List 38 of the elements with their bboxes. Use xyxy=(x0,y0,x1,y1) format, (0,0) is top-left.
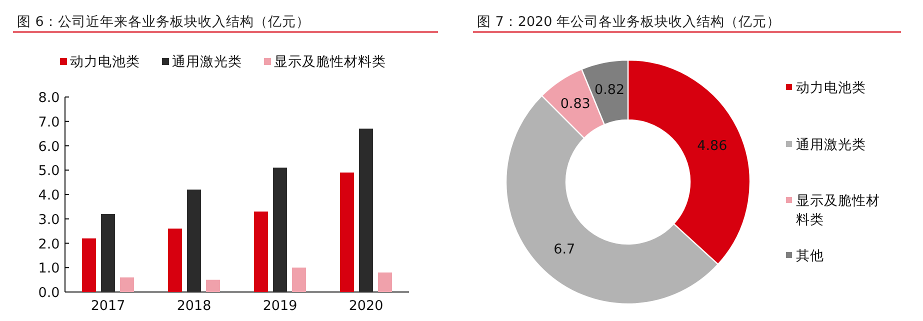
legend-label: 显示及脆性材料类 xyxy=(274,54,386,70)
bar xyxy=(168,228,182,292)
bar xyxy=(340,172,354,292)
y-tick-label: 0.0 xyxy=(38,285,60,301)
bar xyxy=(273,168,287,292)
y-tick-label: 6.0 xyxy=(38,138,60,155)
legend-label: 其他 xyxy=(796,248,824,264)
data-label: 4.86 xyxy=(697,138,728,154)
x-tick-label: 2017 xyxy=(90,298,126,314)
bar xyxy=(359,128,373,292)
legend-label: 动力电池类 xyxy=(796,80,866,96)
bar xyxy=(206,280,220,292)
bar xyxy=(254,212,268,292)
y-tick-label: 7.0 xyxy=(38,114,60,130)
data-label: 0.82 xyxy=(594,82,625,98)
legend-label: 动力电池类 xyxy=(70,54,140,70)
x-tick-label: 2019 xyxy=(262,298,298,314)
x-tick-label: 2018 xyxy=(176,298,212,314)
bar xyxy=(120,277,134,292)
chart-title: 图 6：公司近年来各业务板块收入结构（亿元） xyxy=(17,14,310,30)
bar xyxy=(82,238,96,292)
data-label: 0.83 xyxy=(560,96,590,112)
legend-label: 通用激光类 xyxy=(172,54,242,70)
bar xyxy=(187,190,201,292)
legend-label: 显示及脆性材料类 xyxy=(796,193,880,228)
legend-label: 通用激光类 xyxy=(796,137,866,153)
bar xyxy=(101,214,115,292)
chart-title: 图 7：2020 年公司各业务板块收入结构（亿元） xyxy=(477,14,781,30)
bar xyxy=(378,272,392,292)
y-tick-label: 5.0 xyxy=(38,163,60,180)
y-tick-label: 2.0 xyxy=(38,236,60,252)
y-tick-label: 4.0 xyxy=(38,188,60,204)
y-tick-label: 1.0 xyxy=(38,260,60,277)
y-tick-label: 8.0 xyxy=(38,90,60,106)
data-label: 6.7 xyxy=(554,241,576,258)
bar xyxy=(292,268,306,292)
x-tick-label: 2020 xyxy=(348,298,384,314)
y-tick-label: 3.0 xyxy=(38,212,60,228)
